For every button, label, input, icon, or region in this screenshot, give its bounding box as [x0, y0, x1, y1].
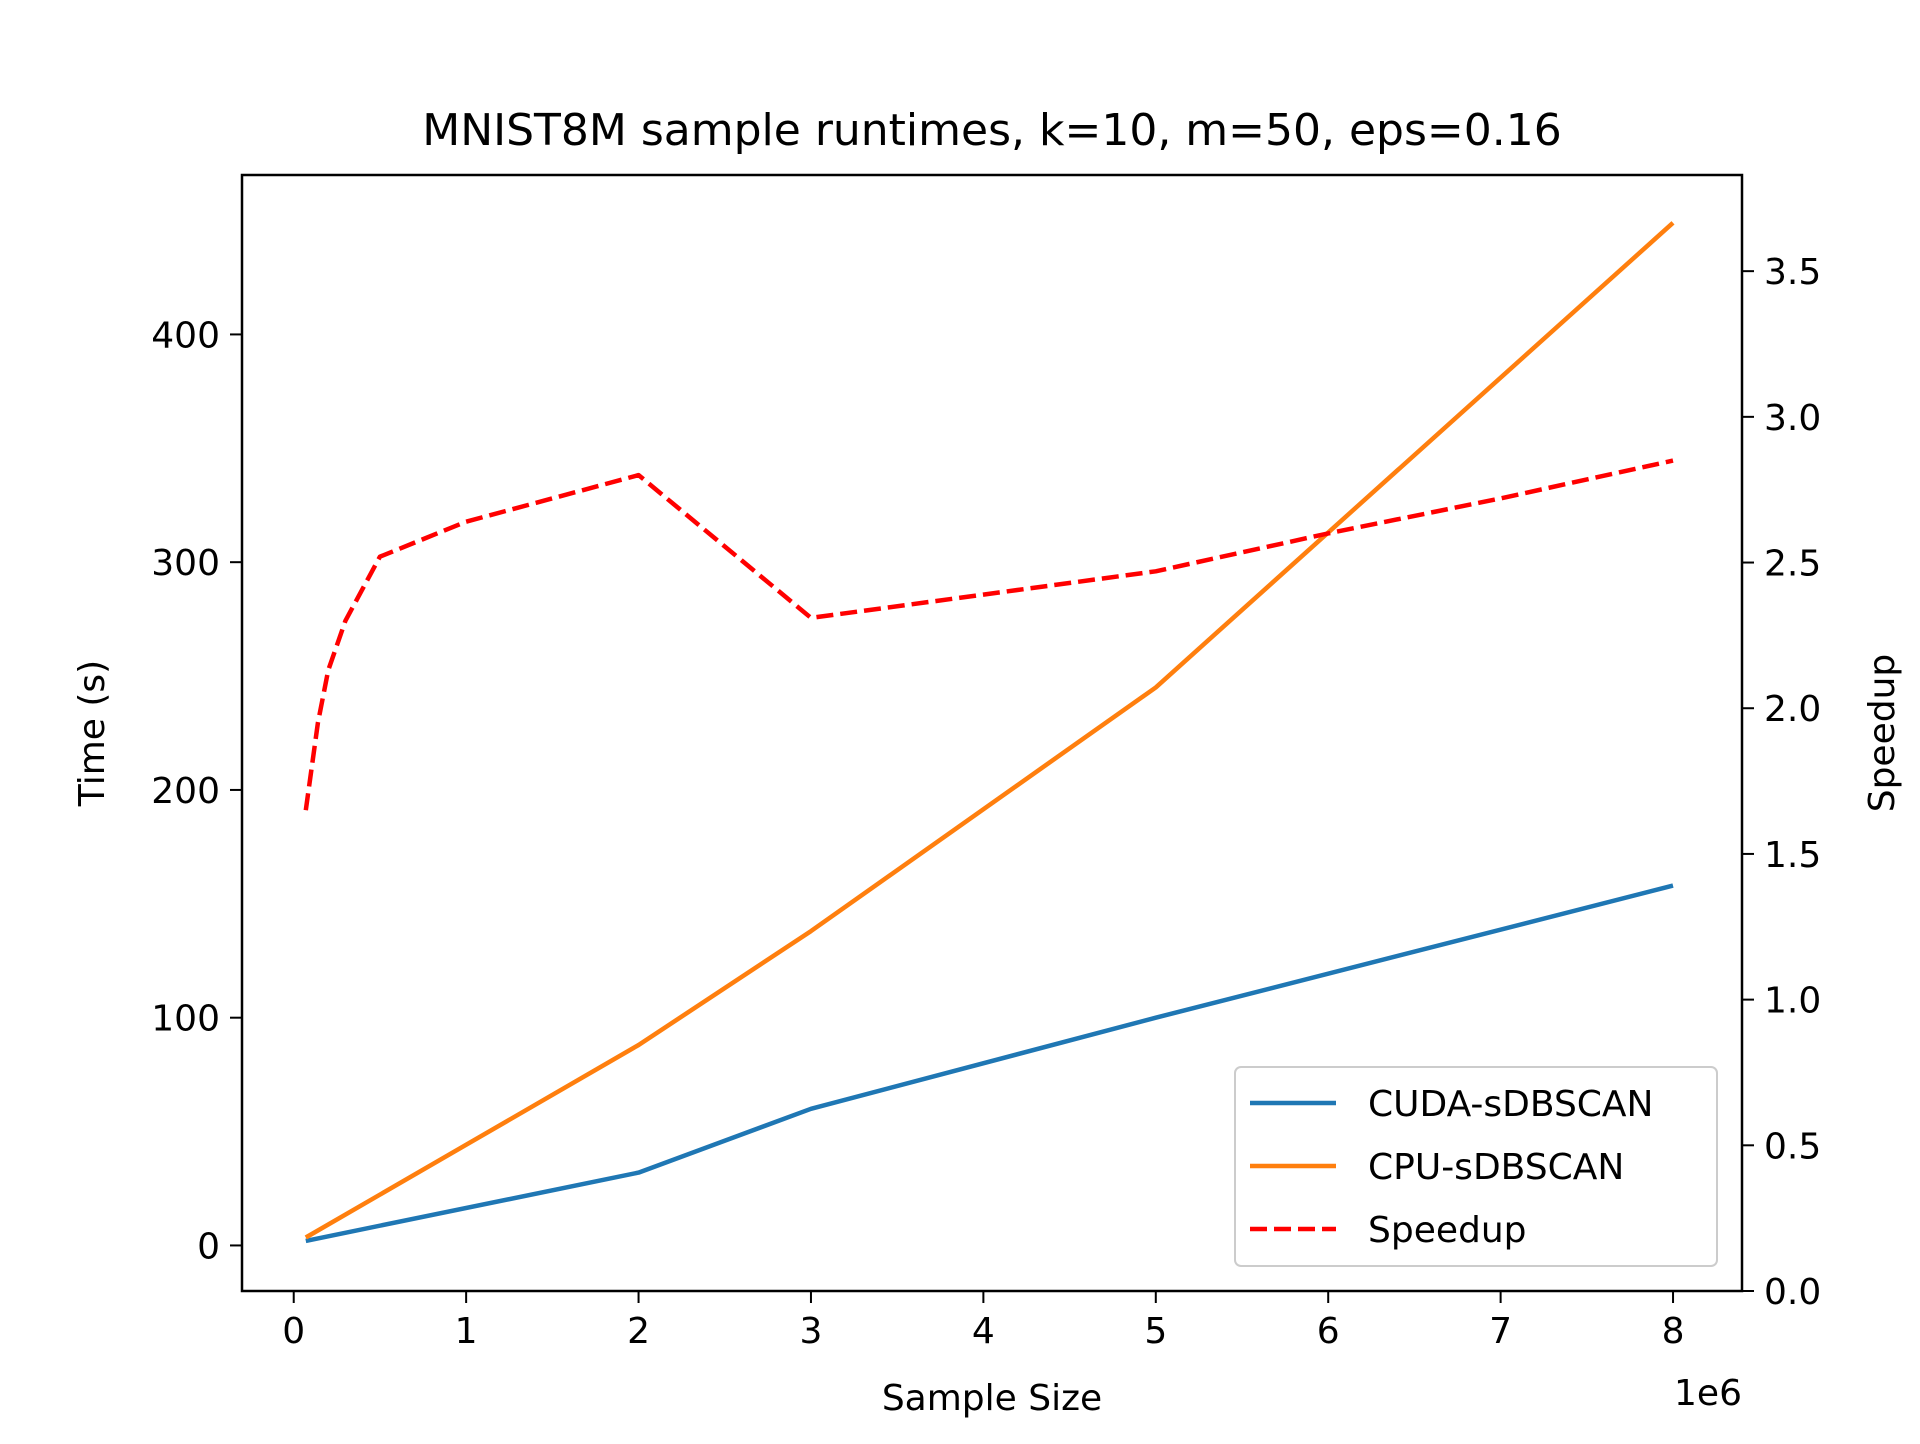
series-line-cuda-sdbscan — [305, 883, 1674, 1244]
y-tick-label: 100 — [151, 999, 220, 1040]
y2-tick-label: 1.0 — [1764, 981, 1821, 1022]
x-tick-label: 8 — [1662, 1311, 1685, 1352]
y2-tick-label: 1.5 — [1764, 835, 1821, 876]
y-tick-label: 400 — [151, 315, 220, 356]
y-axis-ticks: 0 100 200 300 400 — [151, 315, 242, 1267]
x-tick-label: 7 — [1489, 1311, 1512, 1352]
x-tick-label: 6 — [1317, 1311, 1340, 1352]
plot-frame — [240, 173, 1744, 1293]
y-tick-label: 300 — [151, 543, 220, 584]
series-layer — [303, 221, 1675, 1244]
x-axis-label: Sample Size — [882, 1378, 1102, 1419]
legend-frame — [1234, 1066, 1718, 1267]
legend-label: Speedup — [1368, 1210, 1527, 1251]
x-axis-ticks: 0 1 2 3 4 5 6 7 8 — [282, 1291, 1684, 1352]
y2-tick-label: 2.0 — [1764, 689, 1821, 730]
x-tick-label: 3 — [800, 1311, 823, 1352]
y-axis-label: Time (s) — [72, 660, 113, 807]
y2-tick-label: 3.0 — [1764, 398, 1821, 439]
y2-axis-ticks: 0.0 0.5 1.0 1.5 2.0 2.5 3.0 3.5 — [1742, 252, 1821, 1313]
x-tick-label: 0 — [282, 1311, 305, 1352]
y2-tick-label: 2.5 — [1764, 544, 1821, 585]
x-tick-label: 5 — [1144, 1311, 1167, 1352]
y2-tick-label: 0.5 — [1764, 1126, 1821, 1167]
y-tick-label: 0 — [197, 1226, 220, 1267]
y-tick-label: 200 — [151, 771, 220, 812]
y2-tick-label: 3.5 — [1764, 252, 1821, 293]
x-tick-label: 2 — [627, 1311, 650, 1352]
legend-label: CUDA-sDBSCAN — [1368, 1084, 1654, 1125]
legend-items: CUDA-sDBSCAN CPU-sDBSCAN Speedup — [1250, 1084, 1654, 1251]
x-tick-label: 4 — [972, 1311, 995, 1352]
x-axis-offset-label: 1e6 — [1674, 1373, 1742, 1414]
x-tick-label: 1 — [455, 1311, 478, 1352]
chart-title: MNIST8M sample runtimes, k=10, m=50, eps… — [422, 105, 1562, 156]
series-line-speedup — [303, 458, 1674, 811]
legend: CUDA-sDBSCAN CPU-sDBSCAN Speedup — [1234, 1066, 1718, 1267]
legend-label: CPU-sDBSCAN — [1368, 1147, 1624, 1188]
y2-tick-label: 0.0 — [1764, 1272, 1821, 1313]
y2-axis-label: Speedup — [1862, 654, 1903, 813]
